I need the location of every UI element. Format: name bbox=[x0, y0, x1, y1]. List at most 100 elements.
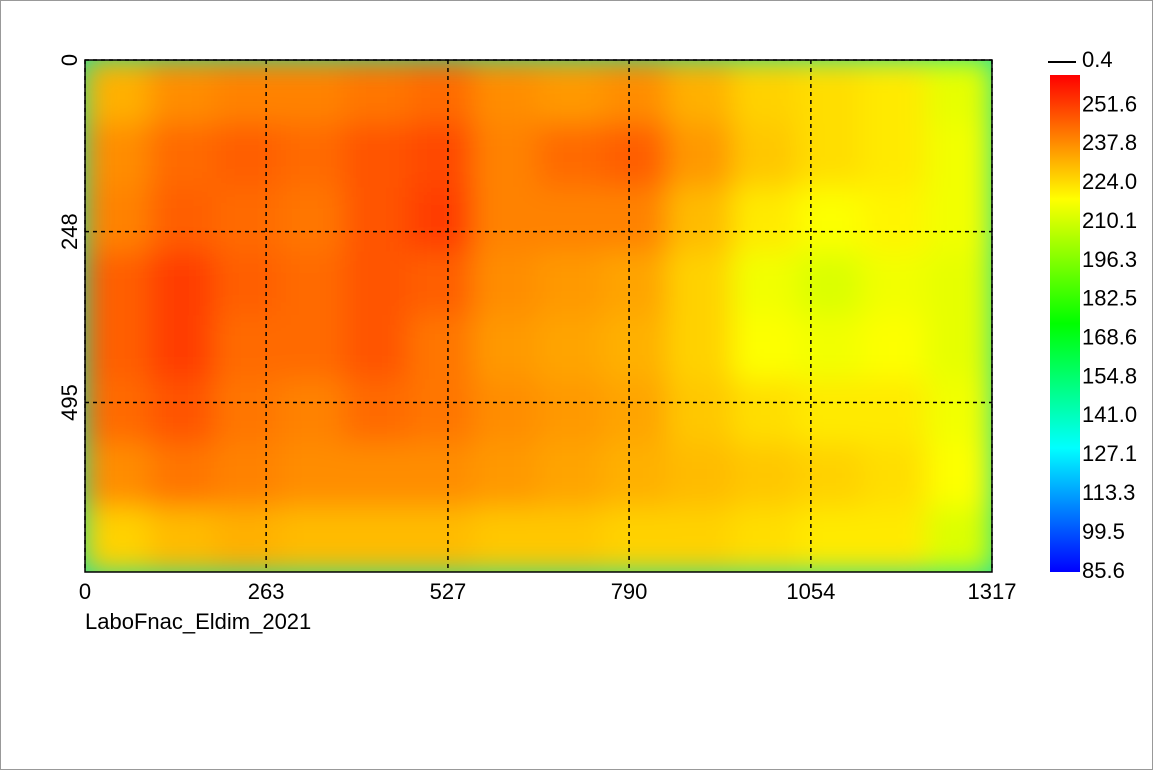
colorbar-tick-label: 224.0 bbox=[1082, 169, 1137, 194]
heat-cell bbox=[343, 60, 410, 125]
plot-frame bbox=[84, 59, 993, 573]
heat-cell bbox=[278, 60, 345, 125]
colorbar-tick-label: 237.8 bbox=[1082, 130, 1137, 155]
y-tick-label: 0 bbox=[57, 54, 82, 66]
colorbar-tick-label: 141.0 bbox=[1082, 402, 1137, 427]
heat-cell bbox=[667, 443, 734, 509]
heat-cell bbox=[861, 443, 928, 509]
heat-cell bbox=[278, 507, 345, 572]
heat-cell bbox=[408, 123, 475, 189]
heat-cell bbox=[473, 187, 539, 253]
heat-cell bbox=[343, 443, 410, 509]
heat-cell bbox=[602, 60, 669, 125]
heat-cell bbox=[408, 379, 475, 445]
heat-cell bbox=[861, 507, 928, 572]
heat-cell bbox=[149, 379, 216, 445]
heat-cell bbox=[85, 123, 151, 189]
heat-cell bbox=[797, 443, 863, 509]
heat-cell bbox=[926, 379, 992, 445]
heat-cell bbox=[732, 379, 799, 445]
heat-cell bbox=[473, 123, 539, 189]
colorbar-tick-label: 127.1 bbox=[1082, 441, 1137, 466]
heat-cell bbox=[408, 315, 475, 381]
x-tick-label: 527 bbox=[430, 579, 467, 604]
x-tick-label: 0 bbox=[79, 579, 91, 604]
heat-cell bbox=[278, 187, 345, 253]
heat-cell bbox=[85, 251, 151, 317]
heat-cell bbox=[861, 379, 928, 445]
heat-cell bbox=[278, 315, 345, 381]
heat-cell bbox=[214, 123, 280, 189]
heat-cell bbox=[732, 507, 799, 572]
colorbar-tick-label: 113.3 bbox=[1082, 480, 1135, 505]
heat-cell bbox=[85, 60, 151, 125]
heat-cell bbox=[473, 251, 539, 317]
y-tick-label: 495 bbox=[57, 384, 82, 421]
heat-cell bbox=[667, 315, 734, 381]
heat-cell bbox=[926, 251, 992, 317]
colorbar-tick-label: 196.3 bbox=[1082, 247, 1137, 272]
heat-cell bbox=[538, 507, 604, 572]
heat-cell bbox=[602, 315, 669, 381]
heat-cell bbox=[538, 60, 604, 125]
heat-cell bbox=[149, 187, 216, 253]
heat-cell bbox=[797, 187, 863, 253]
heat-cell bbox=[797, 315, 863, 381]
colorbar-tick-label: 168.6 bbox=[1082, 325, 1137, 350]
heat-cell bbox=[926, 315, 992, 381]
heat-cell bbox=[602, 379, 669, 445]
heat-cell bbox=[926, 187, 992, 253]
x-tick-label: 1317 bbox=[968, 579, 1017, 604]
heat-cell bbox=[408, 187, 475, 253]
heat-cell bbox=[667, 123, 734, 189]
x-tick-label: 790 bbox=[611, 579, 648, 604]
heat-cell bbox=[343, 315, 410, 381]
heat-cell bbox=[732, 187, 799, 253]
heat-cell bbox=[149, 443, 216, 509]
heat-cell bbox=[343, 123, 410, 189]
heat-cell bbox=[667, 60, 734, 125]
heat-cell bbox=[797, 379, 863, 445]
heat-cell bbox=[214, 251, 280, 317]
colorbar-marker-label: 0.4 bbox=[1082, 47, 1113, 72]
heat-cell bbox=[149, 507, 216, 572]
heat-cell bbox=[408, 251, 475, 317]
heat-cell bbox=[343, 251, 410, 317]
heat-cell bbox=[473, 379, 539, 445]
heat-cell bbox=[732, 443, 799, 509]
heat-cell bbox=[473, 315, 539, 381]
heat-cell bbox=[732, 315, 799, 381]
heat-cell bbox=[667, 187, 734, 253]
heat-cell bbox=[473, 507, 539, 572]
caption: LaboFnac_Eldim_2021 bbox=[85, 609, 311, 634]
x-tick-label: 1054 bbox=[786, 579, 835, 604]
heat-cell bbox=[667, 251, 734, 317]
heat-cell bbox=[797, 60, 863, 125]
heat-cell bbox=[926, 507, 992, 572]
heat-cell bbox=[408, 507, 475, 572]
heat-cell bbox=[732, 251, 799, 317]
heat-cell bbox=[732, 60, 799, 125]
heat-cell bbox=[602, 251, 669, 317]
colorbar-tick-label: 251.6 bbox=[1082, 91, 1137, 116]
heat-cell bbox=[538, 251, 604, 317]
heat-cell bbox=[538, 123, 604, 189]
heat-cell bbox=[797, 507, 863, 572]
heat-cell bbox=[149, 251, 216, 317]
heat-cell bbox=[732, 123, 799, 189]
heatmap bbox=[85, 60, 992, 572]
heat-cell bbox=[538, 315, 604, 381]
colorbar-tick-label: 182.5 bbox=[1082, 286, 1137, 311]
heat-cell bbox=[602, 187, 669, 253]
heat-cell bbox=[214, 379, 280, 445]
heat-cell bbox=[343, 187, 410, 253]
heat-cell bbox=[408, 443, 475, 509]
heat-cell bbox=[214, 315, 280, 381]
heat-cell bbox=[214, 187, 280, 253]
heat-cell bbox=[797, 251, 863, 317]
heat-cell bbox=[926, 443, 992, 509]
heat-cell bbox=[85, 379, 151, 445]
heat-cell bbox=[149, 315, 216, 381]
